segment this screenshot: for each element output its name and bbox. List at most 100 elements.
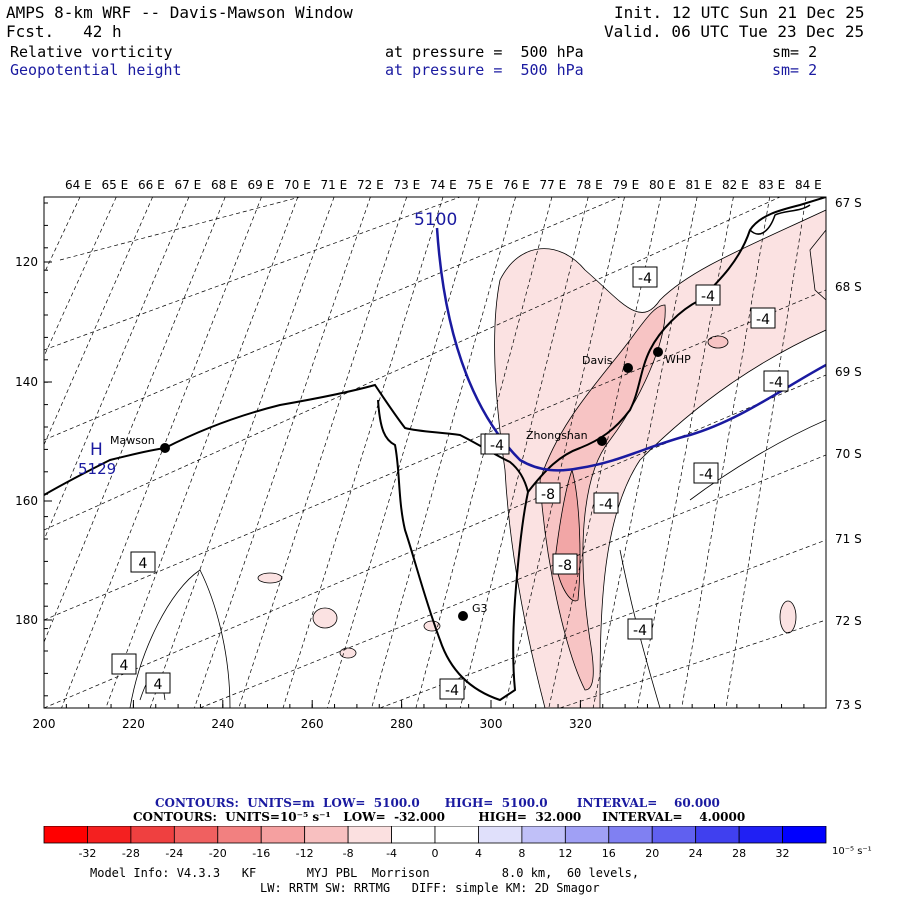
colorbar-tick-label: 4 <box>475 847 482 860</box>
colorbar-tick-label: 0 <box>432 847 439 860</box>
meridians <box>44 197 807 708</box>
vorticity-area-edge <box>809 229 826 301</box>
colorbar-tick-label: -12 <box>296 847 314 860</box>
vorticity-blob <box>312 607 338 629</box>
high-pressure-marker: H <box>90 440 103 460</box>
latitude-label: 67 S <box>835 196 862 210</box>
geopotential-height-contour <box>435 227 826 472</box>
colorbar-swatch <box>782 826 827 844</box>
colorbar-tick-label: 20 <box>645 847 659 860</box>
field1-level: at pressure = 500 hPa <box>385 43 584 61</box>
axis-ticks <box>43 202 805 708</box>
longitude-label: 78 E <box>576 178 603 192</box>
colorbar-swatch <box>391 826 436 844</box>
longitude-label: 64 E <box>65 178 92 192</box>
vorticity-contour-positive <box>129 569 231 708</box>
x-tick-label: 260 <box>301 717 324 731</box>
vorticity-label: -4 <box>484 433 510 455</box>
colorbar-tick-label: 8 <box>518 847 525 860</box>
svg-text:-4: -4 <box>633 623 647 639</box>
map-title: AMPS 8-km WRF -- Davis-Mawson Window <box>6 3 353 22</box>
colorbar-tick-label: -32 <box>78 847 96 860</box>
svg-text:-8: -8 <box>541 487 555 503</box>
svg-text:-4: -4 <box>699 467 713 483</box>
svg-text:-8: -8 <box>558 558 572 574</box>
x-tick-label: 320 <box>569 717 592 731</box>
colorbar-tick-label: -8 <box>343 847 354 860</box>
right-latitude-labels: 67 S 68 S 69 S 70 S 71 S 72 S 73 S <box>835 196 862 712</box>
longitude-label: 66 E <box>138 178 165 192</box>
longitude-label: 72 E <box>357 178 384 192</box>
station-label-davis: Davis <box>582 354 613 367</box>
longitude-label: 74 E <box>430 178 457 192</box>
longitude-label: 75 E <box>467 178 494 192</box>
map-frame <box>43 196 827 709</box>
station-dot-mawson <box>160 443 170 453</box>
field1-smoothing: sm= 2 <box>772 43 818 61</box>
svg-text:-4: -4 <box>599 497 613 513</box>
svg-text:-4: -4 <box>445 683 459 699</box>
longitude-label: 83 E <box>759 178 786 192</box>
colorbar-tick-label: 12 <box>558 847 572 860</box>
colorbar-swatch <box>738 826 783 844</box>
vorticity-area-light <box>494 209 826 708</box>
station-label-whp: WHP <box>665 353 691 366</box>
svg-text:4: 4 <box>154 677 163 693</box>
x-tick-label: 280 <box>390 717 413 731</box>
svg-text:4: 4 <box>120 658 129 674</box>
x-tick-label: 240 <box>211 717 234 731</box>
model-info: Model Info: V4.3.3 KF MYJ PBL Morrison 8… <box>90 866 640 880</box>
colorbar-tick-label: -16 <box>252 847 270 860</box>
vorticity-contour-info: CONTOURS: UNITS=10⁻⁵ s⁻¹ LOW= -32.000 HI… <box>133 810 746 824</box>
latitude-label: 70 S <box>835 447 862 461</box>
svg-text:-4: -4 <box>701 289 715 305</box>
coastline <box>44 383 530 702</box>
svg-text:-4: -4 <box>756 312 770 328</box>
longitude-label: 71 E <box>321 178 348 192</box>
colorbar-swatch <box>173 826 219 844</box>
physics-info: LW: RRTM SW: RRTMG DIFF: simple KM: 2D S… <box>260 881 600 895</box>
latitude-label: 68 S <box>835 280 862 294</box>
colorbar-swatch <box>130 826 175 844</box>
field2-level: at pressure = 500 hPa <box>385 61 584 79</box>
vorticity-label: 4 <box>111 653 137 675</box>
svg-text:-4: -4 <box>769 375 783 391</box>
colorbar-tick-label: -20 <box>209 847 227 860</box>
longitude-label: 76 E <box>503 178 530 192</box>
height-contour-info: CONTOURS: UNITS=m LOW= 5100.0 HIGH= 5100… <box>155 796 720 810</box>
x-tick-label: 200 <box>33 717 56 731</box>
top-longitude-labels: 64 E 65 E 66 E 67 E 68 E 69 E 70 E 71 E 72 E 73 E… <box>65 178 822 192</box>
colorbar-tick-label: -24 <box>165 847 183 860</box>
colorbar-swatch <box>651 826 697 844</box>
longitude-label: 73 E <box>394 178 421 192</box>
y-tick-label: 140 <box>15 375 38 389</box>
vorticity-label: -4 <box>695 284 721 306</box>
svg-text:4: 4 <box>139 556 148 572</box>
longitude-label: 82 E <box>722 178 749 192</box>
colorbar-tick-label: -4 <box>386 847 397 860</box>
colorbar: -32 -28 -24 -20 -16 -12 -8 -4 0 4 8 12 16 20 24 28 32 10… <box>43 826 872 860</box>
latitude-label: 69 S <box>835 365 862 379</box>
vorticity-blob <box>779 600 797 634</box>
vorticity-label: -8 <box>535 482 561 504</box>
vorticity-blob <box>707 335 729 349</box>
latitude-label: 73 S <box>835 698 862 712</box>
colorbar-swatch <box>564 826 610 844</box>
colorbar-swatch <box>521 826 566 844</box>
bottom-x-ticks: 200 220 240 260 280 300 320 <box>33 717 592 731</box>
latitude-label: 71 S <box>835 532 862 546</box>
field2-smoothing: sm= 2 <box>772 61 818 79</box>
colorbar-swatch <box>43 826 88 844</box>
svg-text:-4: -4 <box>490 438 504 454</box>
vorticity-blob <box>257 572 283 584</box>
station-dot-g3 <box>458 611 468 621</box>
station-dot-whp <box>653 347 663 357</box>
high-pressure-value: 5129 <box>78 460 116 478</box>
colorbar-swatch <box>695 826 740 844</box>
vorticity-label: -4 <box>750 307 776 329</box>
longitude-label: 84 E <box>795 178 822 192</box>
vorticity-blob <box>339 647 357 659</box>
vorticity-label: 4 <box>130 551 156 573</box>
y-tick-label: 180 <box>15 613 38 627</box>
